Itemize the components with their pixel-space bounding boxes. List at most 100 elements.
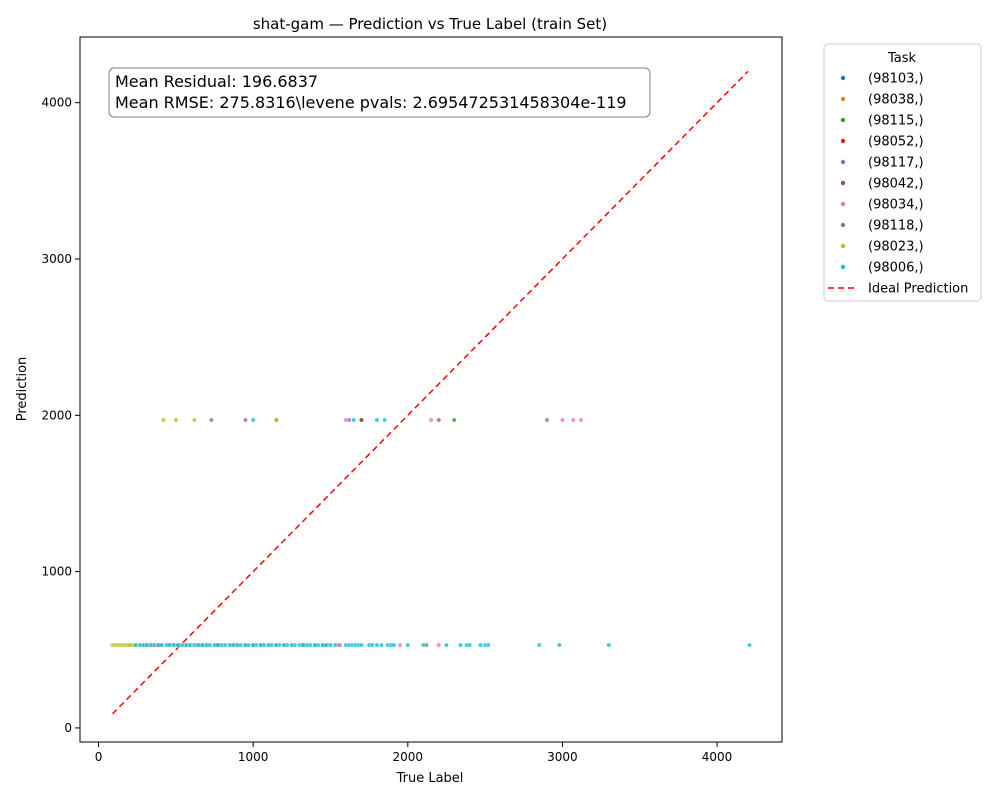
scatter-point — [167, 642, 173, 648]
scatter-point — [230, 642, 236, 648]
legend-label: (98115,) — [868, 114, 924, 129]
y-tick-label: 0 — [64, 721, 72, 735]
legend-frame — [823, 43, 982, 302]
scatter-point — [428, 417, 434, 423]
ideal-line-layer — [111, 70, 749, 715]
scatter-point — [332, 642, 338, 648]
ideal-prediction-line — [111, 70, 749, 715]
y-axis-label: Prediction — [15, 357, 30, 422]
x-tick-label: 1000 — [238, 750, 269, 764]
scatter-point — [133, 642, 139, 648]
x-tick-label: 0 — [95, 750, 103, 764]
scatter-point — [284, 642, 290, 648]
scatter-point — [207, 642, 213, 648]
scatter-point — [382, 417, 388, 423]
scatter-point — [173, 417, 179, 423]
scatter-point — [273, 417, 279, 423]
scatter-point — [570, 417, 576, 423]
chart-title: shat-gam — Prediction vs True Label (tra… — [253, 15, 607, 33]
scatter-point — [300, 642, 306, 648]
scatter-point — [238, 642, 244, 648]
plot-area — [79, 36, 783, 743]
legend-label: (98034,) — [868, 198, 924, 213]
scatter-point — [556, 642, 562, 648]
scatter-point — [747, 642, 752, 648]
scatter-point — [485, 642, 491, 648]
legend-label: (98118,) — [868, 219, 924, 234]
legend-marker — [840, 159, 846, 165]
x-tick-label: 4000 — [702, 750, 733, 764]
scatter-point — [315, 642, 321, 648]
scatter-point — [292, 642, 298, 648]
x-tick-label: 2000 — [393, 750, 424, 764]
scatter-point — [222, 642, 228, 648]
scatter-point — [199, 642, 205, 648]
scatter-point — [457, 642, 463, 648]
y-tick-label: 1000 — [41, 565, 72, 579]
scatter-point — [192, 417, 197, 423]
plot-frame — [79, 36, 783, 743]
legend-label: (98038,) — [868, 93, 924, 108]
legend-marker — [840, 117, 846, 123]
scatter-point — [307, 642, 313, 648]
legend-marker — [840, 201, 846, 207]
scatter-point — [397, 642, 403, 648]
scatter-point — [391, 642, 397, 648]
scatter-point — [277, 642, 282, 648]
scatter-point — [379, 642, 384, 648]
y-tick-label: 3000 — [41, 252, 72, 266]
scatter-point — [420, 642, 426, 648]
legend-label: (98052,) — [868, 135, 924, 150]
scatter-point — [243, 417, 248, 423]
scatter-point — [269, 642, 275, 648]
scatter-point — [467, 642, 473, 648]
scatter-point — [161, 417, 166, 423]
legend-label: (98023,) — [868, 240, 924, 255]
legend-marker — [840, 75, 846, 81]
annotation-line-rmse-levene: Mean RMSE: 275.8316\levene pvals: 2.6954… — [115, 93, 627, 112]
scatter-point — [369, 642, 375, 648]
x-axis: 0 1000 2000 3000 4000 — [95, 742, 733, 764]
scatter-point — [359, 417, 364, 423]
legend-marker — [840, 222, 846, 228]
scatter-point — [405, 642, 411, 648]
points-layer — [110, 417, 752, 648]
legend-label: (98103,) — [868, 72, 924, 87]
scatter-point — [250, 417, 256, 423]
scatter-point — [209, 417, 214, 423]
scatter-point — [179, 642, 185, 648]
scatter-point — [536, 642, 542, 648]
scatter-point — [560, 417, 565, 423]
scatter-point — [192, 642, 197, 648]
legend-marker — [840, 243, 846, 249]
scatter-point — [215, 642, 221, 648]
scatter-point — [451, 417, 457, 423]
scatter-point — [374, 642, 380, 648]
scatter-point — [328, 642, 333, 648]
legend-label: Ideal Prediction — [868, 282, 968, 297]
scatter-point — [246, 642, 251, 648]
legend-marker — [840, 96, 846, 102]
scatter-point — [151, 642, 157, 648]
scatter-point — [343, 417, 349, 423]
scatter-point — [144, 642, 149, 648]
legend-items: (98103,) (98038,) (98115,) (98052,) (98117,)… — [828, 72, 968, 297]
stats-annotation-box: Mean Residual: 196.6837 Mean RMSE: 275.8… — [108, 67, 651, 118]
scatter-point — [444, 642, 449, 648]
scatter-point — [351, 417, 357, 423]
legend-marker — [840, 180, 846, 186]
y-tick-label: 4000 — [41, 96, 72, 110]
y-axis: 0 1000 2000 3000 4000 — [41, 96, 80, 735]
scatter-point — [606, 642, 612, 648]
legend-marker — [840, 264, 846, 270]
legend-marker — [840, 138, 846, 144]
x-axis-label: True Label — [396, 771, 464, 786]
x-tick-label: 3000 — [547, 750, 578, 764]
legend-label: (98117,) — [868, 156, 924, 171]
scatter-point — [544, 417, 550, 423]
scatter-point — [175, 642, 180, 648]
scatter-point — [159, 642, 165, 648]
scatter-point — [436, 417, 442, 423]
scatter-point — [374, 417, 380, 423]
